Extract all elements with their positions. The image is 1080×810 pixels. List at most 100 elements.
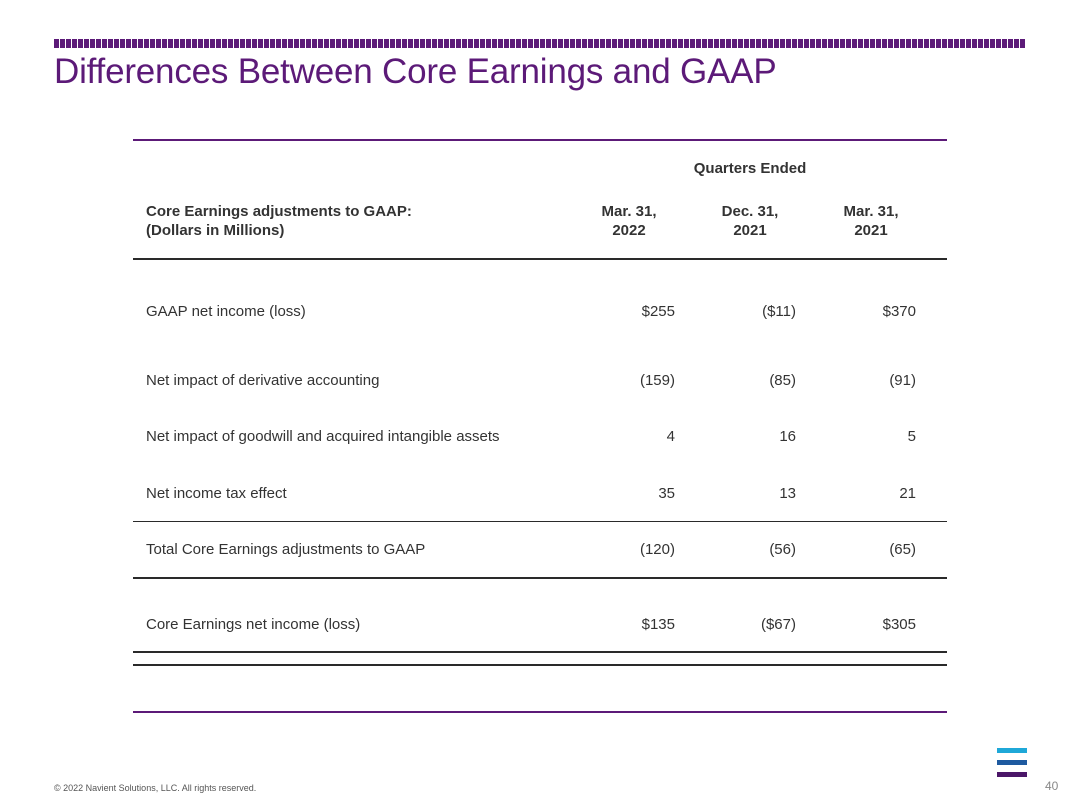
bar-segment <box>414 39 419 48</box>
bar-segment <box>990 39 995 48</box>
bar-segment <box>444 39 449 48</box>
bar-segment <box>810 39 815 48</box>
bar-segment <box>666 39 671 48</box>
bar-segment <box>162 39 167 48</box>
bar-segment <box>846 39 851 48</box>
bar-segment <box>426 39 431 48</box>
bar-segment <box>984 39 989 48</box>
bar-segment <box>924 39 929 48</box>
bar-segment <box>528 39 533 48</box>
bar-segment <box>54 39 59 48</box>
bar-segment <box>786 39 791 48</box>
bar-segment <box>744 39 749 48</box>
subtotal-rule <box>133 521 947 522</box>
cell-value: $305 <box>882 616 916 633</box>
bar-segment <box>312 39 317 48</box>
bar-segment <box>180 39 185 48</box>
cell-value: ($67) <box>760 616 796 633</box>
bar-segment <box>546 39 551 48</box>
bar-segment <box>390 39 395 48</box>
bar-segment <box>960 39 965 48</box>
cell-value: ($11) <box>762 303 796 320</box>
decorative-top-bar <box>54 39 1027 48</box>
bar-segment <box>930 39 935 48</box>
bar-segment <box>750 39 755 48</box>
bar-segment <box>120 39 125 48</box>
cell-value: 21 <box>899 485 916 502</box>
bar-segment <box>576 39 581 48</box>
bar-segment <box>396 39 401 48</box>
bar-segment <box>768 39 773 48</box>
bar-segment <box>102 39 107 48</box>
bar-segment <box>642 39 647 48</box>
bar-segment <box>894 39 899 48</box>
bar-segment <box>450 39 455 48</box>
bar-segment <box>408 39 413 48</box>
bar-segment <box>672 39 677 48</box>
column-header-1-line2: 2022 <box>612 222 646 239</box>
double-rule-bottom <box>133 664 947 666</box>
bar-segment <box>594 39 599 48</box>
bar-segment <box>198 39 203 48</box>
bar-segment <box>462 39 467 48</box>
navient-logo-icon <box>997 748 1027 784</box>
cell-value: (120) <box>639 541 675 558</box>
bar-segment <box>678 39 683 48</box>
bar-segment <box>900 39 905 48</box>
bar-segment <box>1002 39 1007 48</box>
bar-segment <box>948 39 953 48</box>
bar-segment <box>954 39 959 48</box>
bar-segment <box>114 39 119 48</box>
cell-value: 4 <box>666 428 675 445</box>
bar-segment <box>282 39 287 48</box>
bar-segment <box>552 39 557 48</box>
bar-segment <box>996 39 1001 48</box>
bar-segment <box>438 39 443 48</box>
bar-segment <box>864 39 869 48</box>
bar-segment <box>504 39 509 48</box>
bar-segment <box>498 39 503 48</box>
row-label-income-tax-effect: Net income tax effect <box>146 485 287 502</box>
bar-segment <box>804 39 809 48</box>
bar-segment <box>456 39 461 48</box>
bar-segment <box>618 39 623 48</box>
column-header-2-line2: 2021 <box>733 222 767 239</box>
bar-segment <box>942 39 947 48</box>
bar-segment <box>882 39 887 48</box>
bar-segment <box>912 39 917 48</box>
total-rule <box>133 577 947 579</box>
bar-segment <box>522 39 527 48</box>
bar-segment <box>480 39 485 48</box>
bar-segment <box>840 39 845 48</box>
cell-value: (56) <box>769 541 796 558</box>
bar-segment <box>228 39 233 48</box>
label-header-line1: Core Earnings adjustments to GAAP: <box>146 203 412 220</box>
bar-segment <box>966 39 971 48</box>
bar-segment <box>630 39 635 48</box>
bar-segment <box>906 39 911 48</box>
bar-segment <box>330 39 335 48</box>
bar-segment <box>828 39 833 48</box>
bar-segment <box>660 39 665 48</box>
bar-segment <box>168 39 173 48</box>
bar-segment <box>702 39 707 48</box>
cell-value: 35 <box>658 485 675 502</box>
bar-segment <box>84 39 89 48</box>
bar-segment <box>150 39 155 48</box>
bar-segment <box>108 39 113 48</box>
bar-segment <box>192 39 197 48</box>
column-header-3-line1: Mar. 31, <box>843 203 899 220</box>
row-label-core-earnings-net-income: Core Earnings net income (loss) <box>146 616 361 633</box>
bar-segment <box>354 39 359 48</box>
bar-segment <box>624 39 629 48</box>
bar-segment <box>612 39 617 48</box>
bar-segment <box>726 39 731 48</box>
bar-segment <box>240 39 245 48</box>
bar-segment <box>96 39 101 48</box>
bar-segment <box>1008 39 1013 48</box>
bar-segment <box>1014 39 1019 48</box>
row-label-goodwill-intangibles: Net impact of goodwill and acquired inta… <box>146 428 500 445</box>
bar-segment <box>336 39 341 48</box>
bar-segment <box>402 39 407 48</box>
bar-segment <box>762 39 767 48</box>
